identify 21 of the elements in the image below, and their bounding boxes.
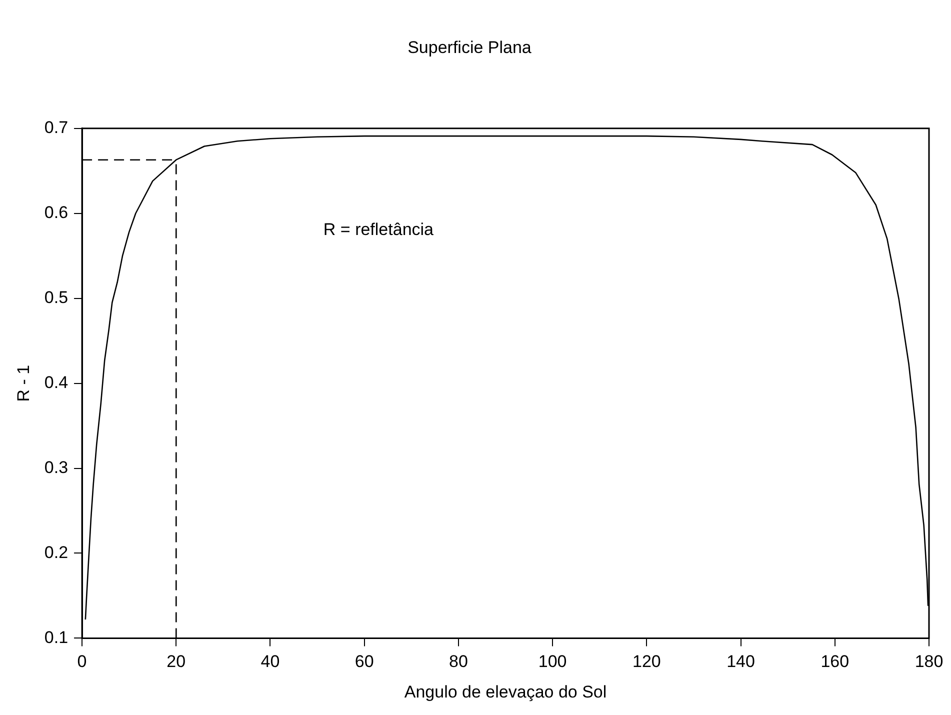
x-tick-label: 180 [914, 652, 944, 672]
x-tick-label: 120 [632, 652, 661, 672]
x-tick-label: 160 [820, 652, 850, 672]
x-tick-label: 140 [726, 652, 755, 672]
x-tick-label: 0 [77, 652, 87, 672]
y-tick-label: 0.4 [44, 372, 68, 392]
y-tick-label: 0.5 [44, 288, 68, 308]
x-axis-title: Angulo de elevaçao do Sol [404, 682, 607, 702]
y-axis-title: R - 1 [14, 364, 33, 402]
y-tick-label: 0.3 [44, 458, 68, 477]
y-tick-label: 0.6 [44, 203, 68, 222]
annotation: R = refletância [323, 220, 434, 240]
x-tick-label: 60 [354, 652, 374, 672]
y-tick-label: 0.7 [44, 118, 68, 138]
chart-title: Superficie Plana [408, 38, 532, 57]
x-tick-label: 80 [449, 652, 468, 672]
y-tick-label: 0.2 [44, 542, 68, 562]
x-tick-label: 100 [538, 652, 567, 672]
y-tick-label: 0.1 [44, 628, 68, 647]
x-tick-label: 20 [166, 652, 186, 672]
x-tick-label: 40 [260, 652, 280, 672]
